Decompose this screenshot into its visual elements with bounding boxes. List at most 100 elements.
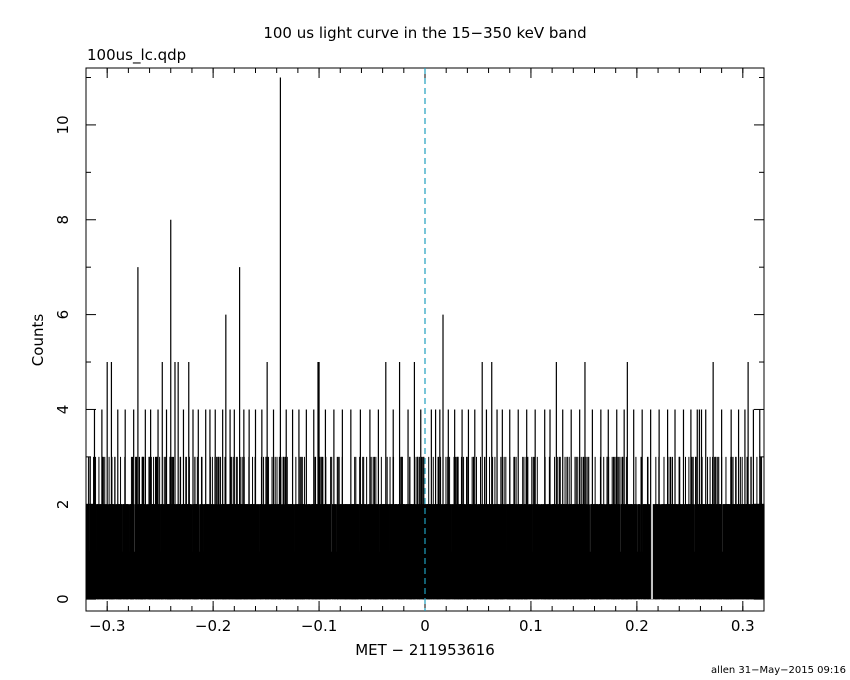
bin-bar-2 [269, 504, 271, 600]
bin-bar-2 [164, 504, 166, 600]
y-tick-label: 2 [54, 500, 72, 510]
bin-bar-2 [449, 504, 451, 600]
bin-bar-2 [121, 504, 123, 600]
bin-bar-2 [358, 504, 360, 600]
x-tick-label: 0.3 [731, 617, 755, 635]
bin-bar-2 [405, 504, 407, 600]
bin-bar-2 [648, 504, 650, 600]
x-tick-label: −0.2 [195, 617, 231, 635]
bin-bar-2 [341, 504, 343, 600]
bin-bar-2 [281, 504, 283, 600]
bin-bar-2 [657, 504, 659, 600]
bin-bar-2 [304, 504, 306, 600]
bin-bar-2 [676, 504, 678, 600]
bin-bar-2 [677, 504, 679, 600]
bin-bar-2 [609, 504, 611, 600]
bin-bar-2 [589, 504, 591, 600]
y-axis-label: Counts [29, 314, 47, 367]
bin-bar-2 [543, 504, 545, 600]
bin-bar-2 [581, 504, 583, 600]
bin-bar-2 [290, 504, 292, 600]
bin-bar-2 [575, 504, 577, 600]
bin-bar-2 [602, 504, 604, 600]
bin-bar-2 [115, 504, 117, 600]
x-tick-label: 0.1 [519, 617, 543, 635]
bin-bar-2 [107, 504, 109, 600]
x-axis-ticks: −0.3 −0.2 −0.1 0 0.1 0.2 0.3 [85, 68, 765, 635]
bin-bar-2 [262, 504, 264, 600]
bin-bar-2 [488, 504, 490, 600]
bin-bar-2 [604, 504, 606, 600]
bin-bar-2 [539, 504, 541, 600]
bin-bar-2 [501, 504, 503, 600]
y-tick-label: 0 [54, 594, 72, 604]
bin-bar-2 [554, 504, 556, 600]
bin-bar-2 [539, 504, 541, 600]
data-gap [650, 503, 653, 600]
bin-bar-2 [296, 504, 298, 600]
bin-bar-2 [349, 504, 351, 600]
bin-bar-2 [393, 504, 395, 600]
bin-bar-2 [483, 504, 485, 600]
bin-bar-2 [645, 504, 647, 600]
bin-bar-2 [632, 504, 634, 600]
bin-bar-2 [99, 504, 101, 600]
bin-bar-2 [493, 504, 495, 600]
bin-bar-2 [462, 504, 464, 600]
bin-bar-2 [444, 504, 446, 600]
bin-bar-2 [257, 504, 259, 600]
bin-bar-2 [145, 504, 147, 600]
bin-bar-2 [441, 504, 443, 600]
histogram-bars [86, 77, 765, 600]
bin-bar-2 [275, 504, 277, 600]
bin-bar-2 [305, 504, 307, 600]
bin-bar-2 [281, 504, 283, 600]
bin-bar-2 [327, 504, 329, 600]
bin-bar-2 [458, 504, 460, 600]
bin-bar-2 [541, 504, 543, 600]
bin-bar-2 [138, 504, 140, 600]
bin-bar-2 [270, 504, 272, 600]
bin-bar-2 [436, 504, 438, 600]
bin-bar-2 [144, 504, 146, 600]
bin-bar-2 [659, 504, 661, 600]
bin-bar-2 [748, 504, 750, 600]
bin-bar-2 [95, 504, 97, 600]
bin-bar-2 [711, 504, 713, 600]
bin-bar-2 [558, 504, 560, 600]
bin-bar-2 [347, 504, 349, 600]
bin-bar-2 [538, 504, 540, 600]
bin-bar-2 [411, 504, 413, 600]
bin-bar-2 [567, 504, 569, 600]
bin-bar-2 [396, 504, 398, 600]
bin-bar-2 [652, 504, 654, 600]
bin-bar-2 [293, 504, 295, 600]
x-tick-label: −0.1 [301, 617, 337, 635]
chart-title: 100 us light curve in the 15−350 keV ban… [263, 24, 586, 42]
bin-bar-2 [470, 504, 472, 600]
bin-bar-2 [213, 504, 215, 600]
bin-bar-2 [309, 504, 311, 600]
bin-bar-2 [372, 504, 374, 600]
bin-bar-2 [425, 504, 427, 600]
bin-bar-2 [754, 504, 756, 600]
bin-bar-2 [147, 504, 149, 600]
bin-bar-2 [199, 504, 201, 600]
bin-bar-2 [516, 504, 518, 600]
y-tick-label: 10 [54, 115, 72, 134]
x-tick-label: 0.2 [625, 617, 649, 635]
bin-bar-2 [202, 504, 204, 600]
bin-bar-2 [154, 504, 156, 600]
y-axis-ticks: 0 2 4 6 8 10 [54, 76, 764, 604]
bin-bar-2 [288, 504, 290, 600]
bin-bar-2 [529, 504, 531, 600]
bin-bar-2 [478, 504, 480, 600]
x-tick-label: −0.3 [89, 617, 125, 635]
bin-bar-2 [498, 504, 500, 600]
bin-bar-2 [619, 504, 621, 600]
bin-bar-2 [636, 504, 638, 600]
bin-bar-2 [263, 504, 265, 600]
bin-bar-2 [528, 504, 530, 600]
bin-bar-2 [755, 504, 757, 600]
